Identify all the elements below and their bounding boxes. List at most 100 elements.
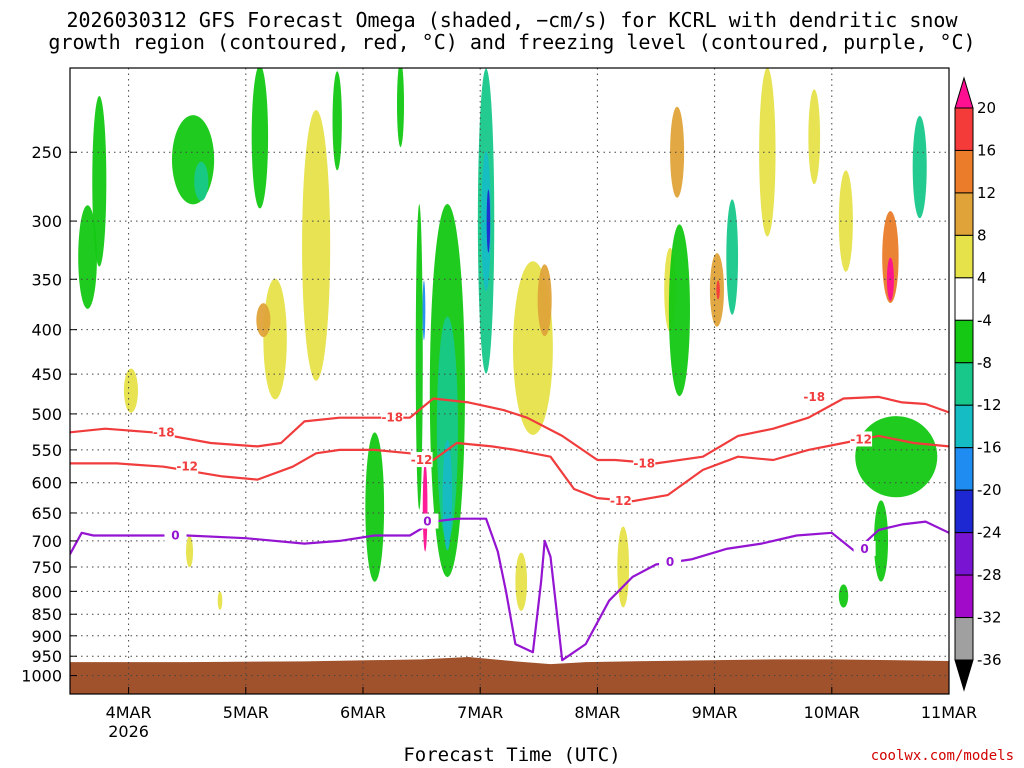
omega-patch-8 <box>256 303 271 338</box>
omega-patch-27 <box>726 199 739 315</box>
omega-patch-39 <box>186 535 194 568</box>
contour-label-5: -12 <box>411 453 433 467</box>
colorbar-box-1 <box>954 149 974 194</box>
colorbar-label-2: 12 <box>977 184 996 202</box>
omega-patch-5 <box>332 71 342 171</box>
contour-label-2: -18 <box>633 456 655 470</box>
y-tick-label-350: 350 <box>31 270 62 289</box>
y-tick-label-800: 800 <box>31 582 62 601</box>
contour-label-7: -12 <box>850 432 872 446</box>
contour-labels: -18 -18 -18 -18 -12 -12 -12 -12 0 0 0 0 <box>152 388 876 569</box>
y-tick-label-300: 300 <box>31 212 62 231</box>
omega-patch-36 <box>838 584 849 608</box>
omega-patch-1 <box>92 95 107 267</box>
y-axis-ticks: 250 300 350 400 450 500 550 600 650 700 750 800 850 9… <box>21 143 77 686</box>
contour-label-bg-2 <box>633 455 656 471</box>
colorbar-box-6 <box>954 362 974 406</box>
colorbar-box-7 <box>954 404 974 449</box>
y-tick-label-450: 450 <box>31 365 62 384</box>
colorbar-label-13: -36 <box>977 651 1002 669</box>
y-tick-label-650: 650 <box>31 504 62 523</box>
colorbar-label-6: -8 <box>977 354 992 372</box>
site-credit[interactable]: coolwx.com/models <box>870 748 1014 764</box>
y-tick-label-1000: 1000 <box>21 667 62 686</box>
omega-patch-29 <box>808 89 821 185</box>
contour-label-bg-10 <box>659 553 682 569</box>
x-tick-label-7: 11MAR <box>921 703 977 722</box>
colorbar-label-3: 8 <box>977 226 987 244</box>
colorbar-box-3 <box>954 234 974 279</box>
contour-label-9: 0 <box>423 515 431 529</box>
omega-patch-41 <box>515 552 528 611</box>
contour-label-bg-11 <box>853 540 876 556</box>
chart-title-line-1: 2026030312 GFS Forecast Omega (shaded, −… <box>66 8 958 32</box>
y-tick-label-900: 900 <box>31 627 62 646</box>
x-tick-label-3: 7MAR <box>457 703 503 722</box>
contour-line-0 <box>70 395 949 465</box>
colorbar-label-1: 16 <box>977 141 996 159</box>
omega-shading <box>78 68 938 611</box>
contour-label-6: -12 <box>610 494 632 508</box>
contour-label-8: 0 <box>171 529 179 543</box>
plot-frame <box>69 67 950 695</box>
omega-patch-31 <box>882 211 899 304</box>
omega-patch-23 <box>670 106 685 198</box>
colorbar-box-9 <box>954 489 974 534</box>
contour-label-bg-3 <box>803 388 826 404</box>
omega-patch-34 <box>855 416 938 498</box>
y-tick-label-500: 500 <box>31 405 62 424</box>
colorbar-label-5: -4 <box>977 311 992 329</box>
x-tick-label-0: 4MAR <box>106 703 152 722</box>
grid-lines <box>70 68 950 694</box>
chart-title-line-2: growth region (contoured, red, °C) and f… <box>48 30 976 54</box>
x-tick-label-6: 10MAR <box>804 703 860 722</box>
omega-patch-7 <box>263 278 287 400</box>
omega-patch-3 <box>194 161 209 201</box>
omega-patch-28 <box>759 68 776 237</box>
contour-label-bg-8 <box>164 527 187 543</box>
contour-label-bg-0 <box>152 424 175 440</box>
omega-patch-26 <box>716 280 720 300</box>
contour-label-bg-9 <box>416 513 439 529</box>
isotherm-contours <box>70 395 949 662</box>
y-tick-label-550: 550 <box>31 441 62 460</box>
omega-patch-4 <box>251 68 269 209</box>
y-tick-label-950: 950 <box>31 647 62 666</box>
colorbar-label-4: 4 <box>977 269 987 287</box>
omega-patch-9 <box>302 110 331 381</box>
colorbar-box-2 <box>954 192 974 236</box>
colorbar-box-4 <box>954 277 974 321</box>
colorbar-box-11 <box>954 574 974 619</box>
x-tick-sublabel-0: 2026 <box>108 722 149 741</box>
contour-label-4: -12 <box>176 460 198 474</box>
contour-label-bg-1 <box>381 409 404 425</box>
colorbar-label-12: -32 <box>977 609 1002 627</box>
contour-label-1: -18 <box>381 411 403 425</box>
omega-patch-10 <box>396 68 405 148</box>
omega-patch-12 <box>422 280 426 341</box>
contour-label-3: -18 <box>803 390 825 404</box>
omega-patch-33 <box>912 115 927 219</box>
colorbar: 20 16 12 8 4 -4 -8 -12 -16 -20 -24 -28 -32 -36 <box>954 76 1002 692</box>
y-tick-label-700: 700 <box>31 532 62 551</box>
y-tick-label-600: 600 <box>31 474 62 493</box>
colorbar-box-8 <box>954 447 974 491</box>
contour-label-bg-4 <box>176 458 199 474</box>
colorbar-label-9: -20 <box>977 481 1002 499</box>
omega-patch-40 <box>217 591 223 610</box>
terrain-area <box>70 657 949 694</box>
x-tick-label-2: 6MAR <box>340 703 386 722</box>
colorbar-top-arrow <box>954 76 974 109</box>
omega-patch-0 <box>78 205 97 309</box>
colorbar-label-0: 20 <box>977 99 996 117</box>
colorbar-label-7: -12 <box>977 396 1002 414</box>
terrain-fill <box>70 657 949 694</box>
y-tick-label-250: 250 <box>31 143 62 162</box>
omega-patch-37 <box>617 526 630 608</box>
omega-patch-2 <box>171 115 215 205</box>
y-tick-label-850: 850 <box>31 605 62 624</box>
omega-patch-17 <box>481 151 491 292</box>
colorbar-box-5 <box>954 319 974 364</box>
